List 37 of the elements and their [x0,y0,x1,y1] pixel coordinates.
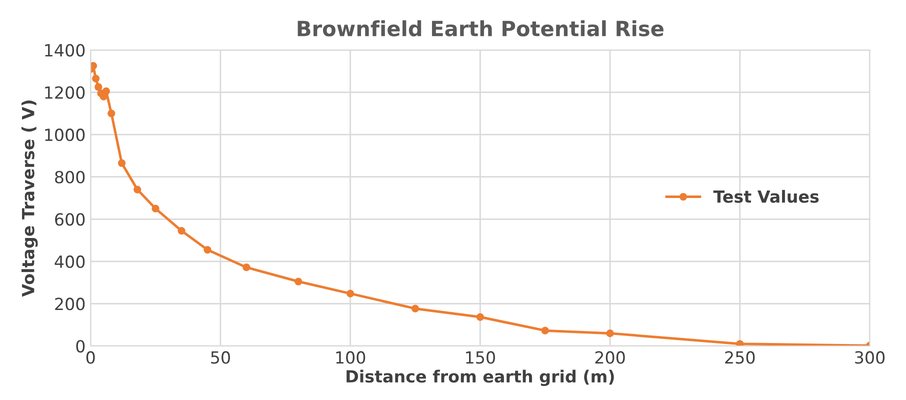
y-tick-label: 1000 [45,128,85,142]
point [108,110,116,118]
point [204,246,212,254]
y-tick-label: 600 [55,213,85,226]
point [411,304,420,312]
y-tick-label: 1200 [45,86,85,99]
point [92,74,100,82]
chart-title: Brownfield Earth Potential Rise [298,20,664,36]
y-tick-label: 0 [76,340,85,353]
point [736,340,744,346]
x-tick-label: 50 [211,351,230,364]
point [102,87,110,96]
y-tick-label: 200 [55,298,85,310]
point [346,290,354,298]
point [242,264,250,272]
x-tick-label: 150 [466,351,495,364]
x-tick-label: 250 [725,351,755,364]
y-tick-label: 1400 [45,44,85,57]
y-axis-title: Voltage Traverse ( V) [22,100,38,297]
x-tick-label: 100 [336,351,366,364]
point [94,83,102,91]
legend-label: Test Values [713,190,819,203]
y-tick-label: 400 [54,255,85,268]
point [152,204,160,212]
point [90,62,98,70]
x-axis-title: Distance from earth grid (m) [346,370,614,386]
point [294,278,302,286]
point [134,186,142,194]
x-tick-label: 300 [855,351,885,364]
point [118,159,126,167]
y-tick-label: 800 [55,170,85,184]
point [178,226,186,235]
x-tick-label: 200 [595,351,625,364]
point [541,326,549,334]
point [476,313,484,321]
x-tick-label: 0 [86,351,95,364]
point [606,329,614,338]
